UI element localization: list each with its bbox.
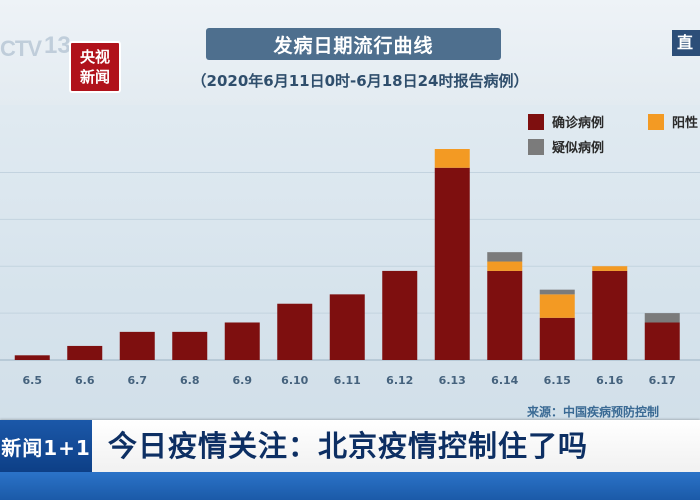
bar-segment bbox=[434, 149, 470, 168]
chart-subtitle: （2020年6月11日0时-6月18日24时报告病例） bbox=[191, 72, 529, 90]
x-tick-label: 6.13 bbox=[439, 374, 466, 387]
x-tick-label: 6.14 bbox=[491, 374, 518, 387]
x-tick-label: 6.11 bbox=[334, 374, 361, 387]
legend-swatch-positive bbox=[648, 113, 664, 130]
news-logo-line2: 新闻 bbox=[79, 68, 110, 86]
source-note: 来源：中国疾病预防控制 bbox=[527, 405, 660, 419]
bar-segment bbox=[224, 322, 260, 360]
bar-segment bbox=[14, 355, 50, 360]
legend-item-positive: 阳性 bbox=[648, 112, 698, 131]
bar-segment bbox=[329, 294, 365, 360]
bar-segment bbox=[592, 270, 628, 360]
cctv13-logo: CTV 13 bbox=[0, 30, 71, 90]
chart-title: 发病日期流行曲线 bbox=[206, 28, 501, 60]
news-logo-line1: 央视 bbox=[79, 48, 110, 66]
x-tick-label: 6.16 bbox=[596, 374, 623, 387]
x-tick-label: 6.9 bbox=[233, 374, 253, 387]
bar-segment bbox=[119, 331, 155, 360]
bar-chart: 6.5 6.6 6.7 6.8 6.9 6.10 6.11 6.12 6.13 6.14 6.15 6… bbox=[0, 149, 700, 387]
x-tick-label: 6.12 bbox=[386, 374, 413, 387]
bar-segment bbox=[592, 266, 628, 271]
bar-segment bbox=[487, 270, 523, 360]
x-tick-label: 6.17 bbox=[649, 374, 676, 387]
x-tick-labels: 6.5 6.6 6.7 6.8 6.9 6.10 6.11 6.12 6.13 6.14 6.15 6… bbox=[23, 374, 676, 387]
gridlines bbox=[0, 171, 700, 361]
bar-segment bbox=[644, 313, 680, 323]
bottom-strip bbox=[0, 472, 700, 500]
bars bbox=[14, 149, 680, 360]
program-tag: 新闻1+1 bbox=[0, 420, 92, 472]
bar-segment bbox=[539, 294, 575, 318]
x-tick-label: 6.10 bbox=[281, 374, 308, 387]
bar-segment bbox=[67, 345, 103, 360]
bar-segment bbox=[277, 303, 313, 360]
legend-swatch-confirmed bbox=[528, 113, 544, 130]
bar-segment bbox=[172, 331, 208, 360]
legend-label-suspected: 疑似病例 bbox=[552, 141, 605, 156]
bar-segment bbox=[487, 252, 523, 262]
bar-segment bbox=[539, 289, 575, 295]
bar-segment bbox=[382, 270, 418, 360]
bar-segment bbox=[487, 261, 523, 271]
legend-item-suspected: 疑似病例 bbox=[528, 137, 604, 156]
live-badge: 直 bbox=[672, 30, 700, 56]
legend-label-positive: 阳性 bbox=[672, 116, 699, 131]
x-tick-label: 6.15 bbox=[544, 374, 571, 387]
banner-headline: 今日疫情关注：北京疫情控制住了吗 bbox=[108, 429, 589, 463]
channel-number: 13 bbox=[44, 32, 71, 59]
cctv-news-logo: 央视 新闻 bbox=[69, 41, 121, 93]
channel-letters: CTV bbox=[0, 36, 42, 61]
bar-segment bbox=[644, 322, 680, 360]
x-tick-label: 6.8 bbox=[180, 374, 200, 387]
legend-item-confirmed: 确诊病例 bbox=[528, 112, 604, 131]
x-tick-label: 6.5 bbox=[23, 374, 43, 387]
legend-swatch-suspected bbox=[528, 138, 544, 155]
bar-segment bbox=[434, 167, 470, 360]
x-tick-label: 6.7 bbox=[128, 374, 148, 387]
lower-third-banner: 新闻1+1 今日疫情关注：北京疫情控制住了吗 bbox=[0, 420, 700, 472]
legend-label-confirmed: 确诊病例 bbox=[552, 116, 605, 131]
bar-segment bbox=[539, 317, 575, 360]
x-tick-label: 6.6 bbox=[75, 374, 95, 387]
